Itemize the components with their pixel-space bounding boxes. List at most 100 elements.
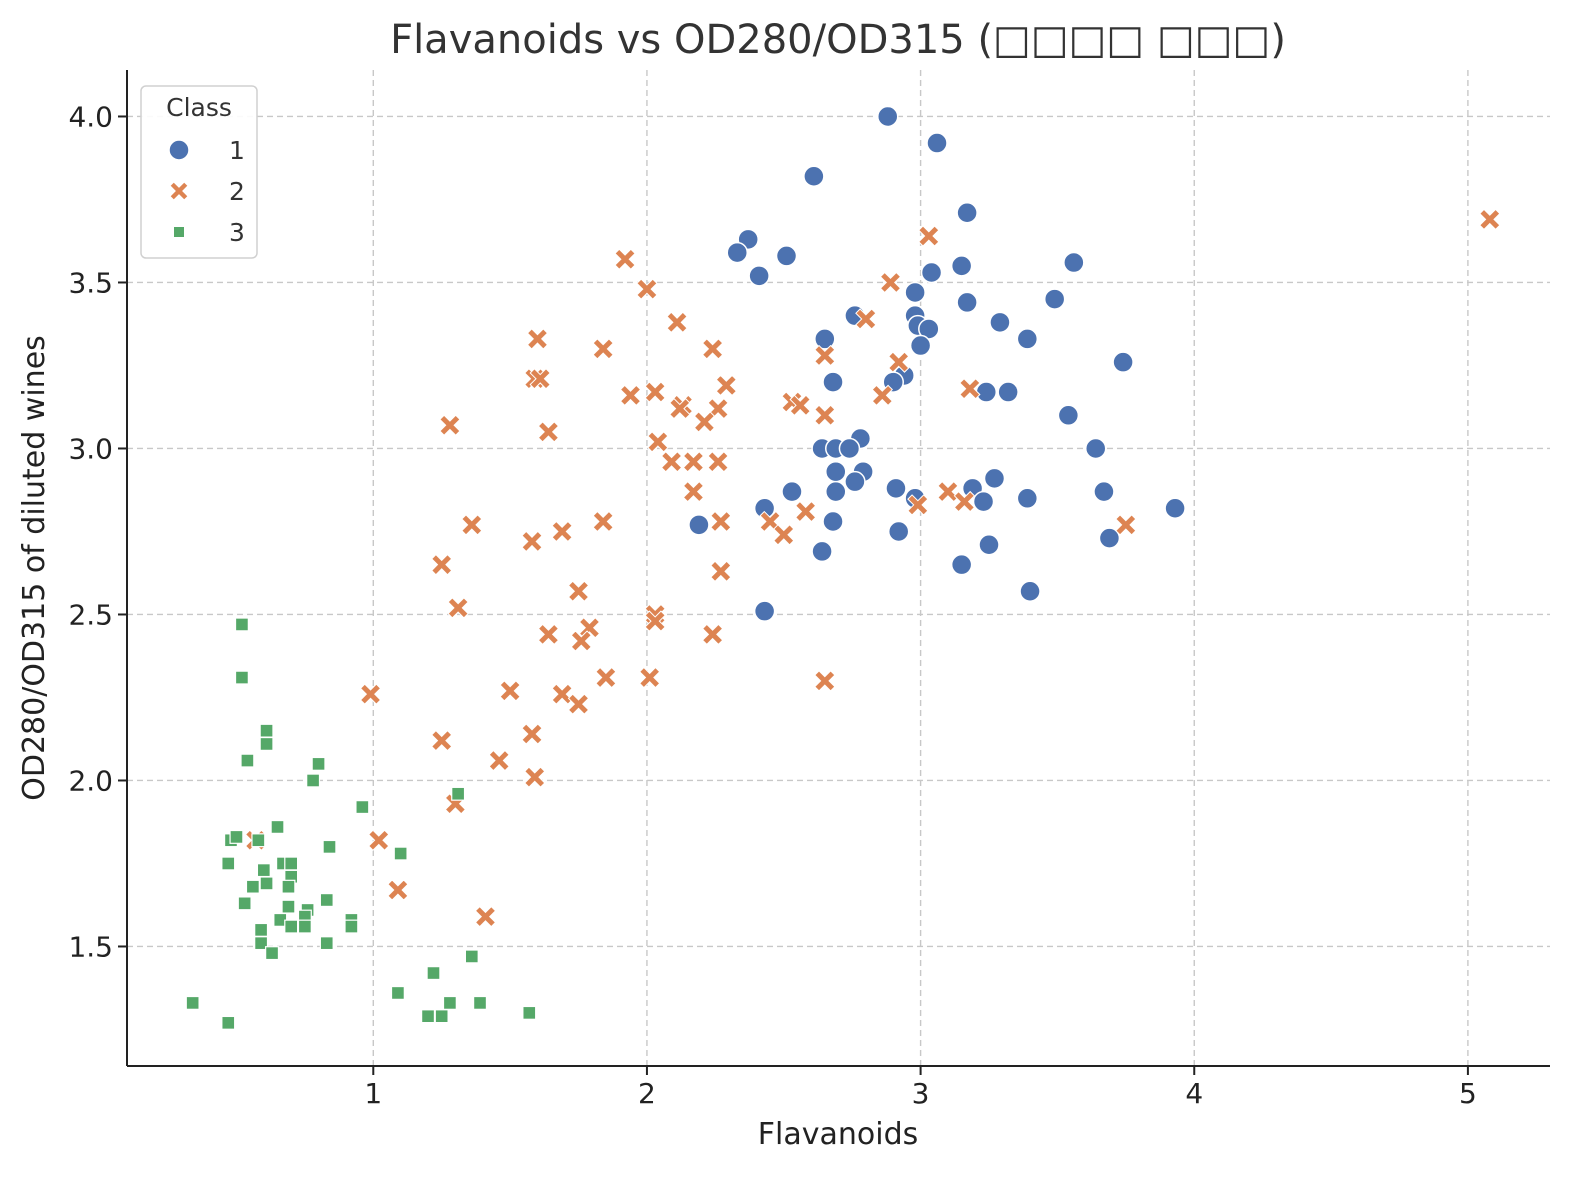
data-point-class-2 (619, 384, 642, 407)
data-point-class-1 (822, 510, 844, 533)
data-point-class-1 (825, 460, 847, 483)
data-point-class-3 (251, 833, 266, 848)
series-3-points (185, 617, 537, 1030)
data-point-class-2 (567, 580, 590, 602)
data-point-class-3 (259, 736, 274, 751)
axes (126, 70, 1550, 1067)
data-point-class-2 (447, 597, 469, 619)
data-point-class-1 (975, 381, 998, 403)
data-point-class-2 (789, 394, 811, 417)
data-point-class-1 (781, 480, 803, 503)
data-point-class-2 (636, 278, 658, 300)
data-point-class-3 (319, 892, 334, 907)
data-point-class-3 (281, 899, 296, 914)
data-point-class-3 (259, 723, 274, 738)
data-point-class-3 (270, 819, 285, 834)
data-point-class-3 (434, 1009, 449, 1024)
data-point-class-3 (390, 985, 405, 1000)
data-point-class-2 (578, 617, 601, 639)
legend-title: Class (166, 93, 232, 122)
data-point-class-3 (311, 756, 326, 771)
data-point-class-3 (344, 919, 359, 934)
x-tick-label: 4 (1185, 1077, 1203, 1110)
data-point-class-1 (748, 265, 770, 287)
data-point-class-1 (1016, 328, 1039, 350)
data-point-class-1 (1112, 351, 1134, 373)
series-1-points (688, 105, 1186, 622)
data-point-class-2 (682, 480, 705, 503)
data-point-class-3 (322, 839, 337, 854)
data-point-class-3 (284, 919, 299, 934)
grid-lines (127, 70, 1550, 1066)
data-point-class-3 (451, 786, 466, 801)
data-point-class-2 (461, 514, 483, 536)
data-point-class-2 (715, 374, 738, 397)
data-point-class-2 (871, 384, 893, 407)
data-point-class-3 (522, 1005, 537, 1020)
data-point-class-1 (688, 514, 710, 536)
axis-ticks: 1 2 3 4 5 1.5 2.0 2.5 3.0 3.5 4.0 (68, 100, 1476, 1110)
data-point-class-3 (265, 946, 280, 961)
data-point-class-2 (474, 905, 497, 928)
data-point-class-3 (284, 856, 299, 871)
data-point-class-1 (726, 241, 748, 264)
data-point-class-1 (909, 334, 932, 357)
data-point-class-2 (907, 494, 929, 516)
data-point-class-3 (234, 617, 249, 632)
data-point-class-1 (811, 540, 833, 563)
x-axis-label: Flavanoids (758, 1117, 919, 1152)
legend-label: 1 (229, 136, 245, 165)
data-point-class-3 (426, 966, 441, 981)
data-point-class-3 (473, 995, 488, 1010)
data-point-class-2 (521, 723, 543, 745)
data-point-class-1 (1016, 487, 1039, 510)
data-point-class-1 (1043, 288, 1066, 310)
data-point-class-1 (956, 291, 978, 314)
data-point-class-2 (814, 404, 836, 426)
data-point-class-1 (997, 381, 1019, 403)
data-point-class-2 (592, 338, 614, 360)
data-point-class-1 (844, 470, 866, 493)
data-point-class-2 (430, 553, 453, 576)
data-point-class-2 (1479, 208, 1501, 231)
data-point-class-2 (567, 693, 590, 715)
data-point-class-2 (710, 560, 732, 583)
data-point-class-2 (701, 623, 724, 646)
data-point-class-2 (644, 381, 666, 403)
data-point-class-1 (1093, 480, 1115, 503)
data-point-class-3 (254, 936, 269, 951)
data-point-class-1 (926, 132, 948, 154)
data-point-class-2 (387, 879, 409, 901)
data-point-class-1 (972, 490, 995, 513)
data-point-class-2 (529, 368, 551, 390)
data-point-class-1 (950, 553, 973, 576)
data-point-class-1 (1098, 527, 1121, 549)
x-tick-label: 3 (912, 1077, 930, 1110)
data-point-class-1 (822, 371, 844, 393)
legend-entry-3: 3 (172, 218, 245, 247)
data-point-class-3 (256, 863, 271, 878)
y-tick-label: 3.5 (68, 266, 113, 299)
data-point-class-3 (254, 922, 269, 937)
data-point-class-2 (488, 749, 510, 772)
data-point-class-2 (855, 308, 877, 330)
data-point-class-1 (814, 328, 836, 350)
data-point-class-1 (1164, 497, 1186, 519)
y-axis-label: OD280/OD315 of diluted wines (17, 335, 52, 801)
data-point-class-1 (1063, 251, 1085, 274)
data-point-class-2 (644, 610, 666, 632)
data-point-class-3 (319, 936, 334, 951)
data-point-class-1 (989, 311, 1011, 334)
data-point-class-3 (185, 995, 200, 1010)
data-point-class-2 (814, 670, 836, 692)
data-point-class-2 (430, 729, 453, 752)
y-tick-label: 4.0 (68, 100, 113, 133)
data-point-class-1 (775, 245, 798, 267)
data-point-class-2 (918, 225, 940, 247)
data-point-class-1 (956, 202, 978, 224)
data-point-class-3 (393, 846, 408, 861)
data-point-class-3 (281, 879, 296, 894)
legend-frame (140, 85, 258, 259)
y-tick-label: 3.0 (68, 432, 113, 465)
